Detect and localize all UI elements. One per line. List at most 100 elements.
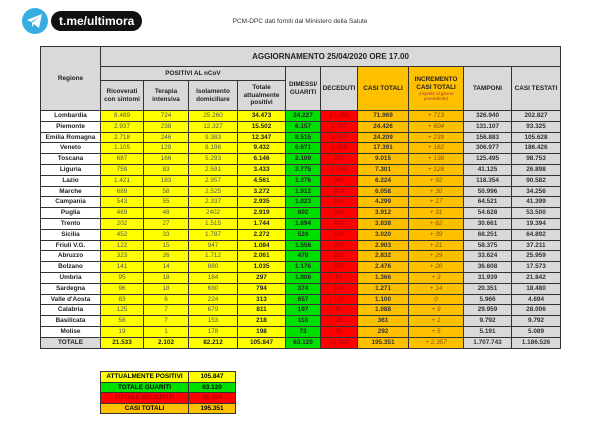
- cell-dimessi: 1.023: [285, 196, 321, 209]
- summary-label: ATTUALMENTE POSITIVI: [100, 371, 189, 383]
- cell-totale-positivi: 6.146: [237, 153, 286, 165]
- cell-totale-positivi: 1.084: [237, 239, 286, 252]
- cell-deceduti: 3.347: [320, 131, 358, 144]
- cell-isolamento: 947: [188, 239, 238, 252]
- cell-casi-testati: 18.480: [511, 282, 561, 295]
- cell-ricoverati: 469: [100, 207, 144, 219]
- table-row: Campania 543 55 2.337 2.935 1.023 341 4.299 + 17…: [40, 196, 561, 209]
- cell-casi-totali: 17.391: [357, 142, 409, 155]
- table-row: Calabria 125 7 679 811 197 80 1.088 + 9 29.959 28.…: [40, 304, 561, 317]
- cell-deceduti: 1.093: [320, 163, 358, 176]
- cell-casi-totali: 1.271: [357, 282, 409, 295]
- cell-tamponi: 306.977: [463, 142, 512, 155]
- cell-casi-testati: 186.426: [511, 142, 561, 155]
- cell-deceduti: 103: [320, 282, 358, 295]
- cell-casi-testati: 64.892: [511, 228, 561, 241]
- cell-incremento: + 713: [408, 110, 464, 122]
- summary-box: ATTUALMENTE POSITIVI 105.847 TOTALE GUARIT…: [100, 371, 236, 414]
- cell-tamponi: 31.939: [463, 271, 512, 284]
- cell-isolamento: 2402: [188, 207, 238, 219]
- cell-tamponi: 64.521: [463, 196, 512, 209]
- cell-incremento: + 29: [408, 250, 464, 263]
- header-regione: Regione: [40, 46, 101, 111]
- cell-ricoverati: 141: [100, 261, 144, 273]
- summary-row: TOTALE DECEDUTI 26.384: [100, 392, 236, 404]
- cell-dimessi: 2.775: [285, 163, 321, 176]
- cell-tamponi: 9.792: [463, 315, 512, 327]
- cell-incremento: + 162: [408, 142, 464, 155]
- cell-ricoverati: 21.533: [100, 336, 144, 349]
- cell-deceduti: 80: [320, 304, 358, 317]
- cell-regione: Liguria: [40, 163, 101, 176]
- cell-deceduti: 13.269: [320, 110, 358, 122]
- cell-ricoverati: 543: [100, 196, 144, 209]
- cell-terapia: 15: [143, 239, 189, 252]
- table-row: Sardegna 96 18 680 794 374 103 1.271 + 14 20.351 1…: [40, 282, 561, 295]
- cell-ricoverati: 689: [100, 185, 144, 198]
- cell-ricoverati: 687: [100, 153, 144, 165]
- cell-deceduti: 265: [320, 261, 358, 273]
- header-totale-positivi: Totale attualmente positivi: [237, 80, 286, 111]
- cell-totale-positivi: 198: [237, 325, 286, 338]
- cell-casi-testati: 93.325: [511, 120, 561, 133]
- cell-regione: Calabria: [40, 304, 101, 317]
- cell-casi-totali: 24.426: [357, 120, 409, 133]
- cell-isolamento: 12.327: [188, 120, 238, 133]
- cell-casi-testati: 53.500: [511, 207, 561, 219]
- cell-tamponi: 68.251: [463, 228, 512, 241]
- cell-tamponi: 36.608: [463, 261, 512, 273]
- cell-incremento: + 62: [408, 217, 464, 230]
- cell-terapia: 6: [143, 293, 189, 306]
- cell-incremento: + 14: [408, 282, 464, 295]
- cell-regione: Bolzano: [40, 261, 101, 273]
- cell-casi-testati: 41.399: [511, 196, 561, 209]
- cell-ricoverati: 8.489: [100, 110, 144, 122]
- cell-isolamento: 1.712: [188, 250, 238, 263]
- cell-dimessi: 2.109: [285, 153, 321, 165]
- cell-terapia: 18: [143, 282, 189, 295]
- cell-tamponi: 125.495: [463, 153, 512, 165]
- telegram-icon: [22, 8, 48, 34]
- cell-regione: Umbria: [40, 271, 101, 284]
- cell-casi-totali: 1.088: [357, 304, 409, 317]
- cell-terapia: 26: [143, 250, 189, 263]
- cell-ricoverati: 452: [100, 228, 144, 241]
- cell-isolamento: 153: [188, 315, 238, 327]
- header-ricoverati: Ricoverati con sintomi: [100, 80, 144, 111]
- cell-totale-positivi: 297: [237, 271, 286, 284]
- cell-deceduti: 130: [320, 293, 358, 306]
- cell-deceduti: 2.767: [320, 120, 358, 133]
- cell-isolamento: 2.591: [188, 163, 238, 176]
- channel-link[interactable]: t.me/ultimora: [51, 11, 143, 31]
- table-row: Molise 19 1 178 198 73 21 292 + 5 5.191 5.089: [40, 325, 561, 338]
- header-incremento: INCREMENTO CASI TOTALI (rispetto al giorn…: [408, 66, 464, 111]
- cell-casi-testati: 5.089: [511, 325, 561, 338]
- cell-tamponi: 29.959: [463, 304, 512, 317]
- cell-incremento: + 1: [408, 315, 464, 327]
- cell-terapia: 33: [143, 228, 189, 241]
- cell-isolamento: 680: [188, 282, 238, 295]
- table-row: Lombardia 8.489 724 25.260 34.473 24.227 13.26…: [40, 110, 561, 122]
- cell-regione: Campania: [40, 196, 101, 209]
- cell-tamponi: 33.624: [463, 250, 512, 263]
- cell-totale-positivi: 1.744: [237, 217, 286, 230]
- cell-totale-positivi: 811: [237, 304, 286, 317]
- table-row: Basilicata 58 7 153 218 118 25 361 + 1 9.792 9.792: [40, 315, 561, 327]
- cell-tamponi: 131.107: [463, 120, 512, 133]
- cell-ricoverati: 83: [100, 293, 144, 306]
- cell-casi-totali: 6.224: [357, 174, 409, 187]
- cell-dimessi: 602: [285, 207, 321, 219]
- cell-ricoverati: 1.105: [100, 142, 144, 155]
- table-row: Veneto 1.105 129 8.198 9.432 6.671 1.288 17.391…: [40, 142, 561, 155]
- cell-dimessi: 374: [285, 282, 321, 295]
- cell-incremento: + 20: [408, 261, 464, 273]
- cell-incremento: + 2.357: [408, 336, 464, 349]
- cell-casi-testati: 105.628: [511, 131, 561, 144]
- cell-deceduti: 263: [320, 239, 358, 252]
- cell-casi-totali: 3.838: [357, 217, 409, 230]
- cell-casi-testati: 37.211: [511, 239, 561, 252]
- cell-ricoverati: 19: [100, 325, 144, 338]
- cell-casi-totali: 292: [357, 325, 409, 338]
- cell-ricoverati: 759: [100, 163, 144, 176]
- cell-regione: Sicilia: [40, 228, 101, 241]
